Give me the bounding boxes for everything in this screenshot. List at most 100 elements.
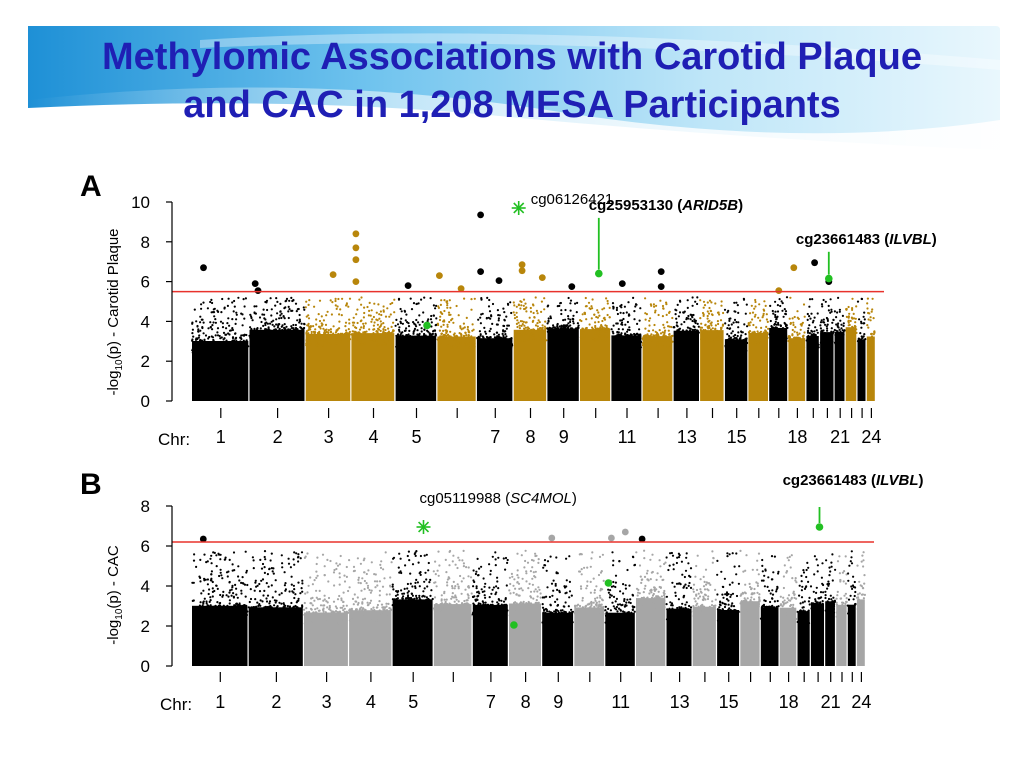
- snp-point: [359, 619, 363, 622]
- snp-point: [860, 335, 863, 338]
- snp-point: [739, 602, 742, 605]
- snp-point: [380, 313, 383, 317]
- snp-point: [510, 612, 513, 616]
- snp-point: [276, 300, 279, 303]
- snp-point: [591, 551, 594, 554]
- snp-point: [295, 611, 298, 615]
- snp-point: [637, 591, 640, 594]
- snp-point: [224, 558, 227, 561]
- snp-point: [370, 608, 373, 611]
- snp-point: [594, 321, 597, 324]
- snp-point: [789, 321, 793, 325]
- snp-point: [580, 611, 583, 615]
- snp-point: [693, 325, 696, 329]
- snp-point: [797, 611, 800, 615]
- snp-point: [541, 324, 544, 327]
- snp-point: [256, 601, 259, 604]
- snp-point: [801, 321, 805, 324]
- snp-point: [611, 601, 614, 604]
- snp-point: [671, 608, 674, 611]
- snp-point: [630, 617, 633, 620]
- snp-point: [814, 612, 817, 615]
- snp-point: [779, 595, 782, 598]
- snp-point: [577, 324, 580, 327]
- snp-point: [327, 620, 330, 623]
- snp-point: [525, 306, 528, 309]
- snp-point: [400, 317, 403, 320]
- snp-point: [783, 602, 786, 605]
- snp-point: [866, 307, 869, 310]
- snp-point: [683, 320, 686, 324]
- snp-point: [723, 308, 727, 311]
- snp-point: [221, 326, 225, 329]
- snp-point: [321, 323, 324, 326]
- snp-point: [371, 618, 374, 621]
- y-tick-label: 0: [141, 392, 150, 411]
- snp-point: [665, 595, 669, 598]
- snp-point: [678, 608, 681, 612]
- snp-point: [658, 559, 661, 562]
- snp-point: [626, 330, 629, 333]
- snp-point: [852, 605, 855, 608]
- snp-point: [735, 616, 738, 620]
- snp-point: [769, 319, 772, 323]
- snp-point: [659, 565, 662, 568]
- snp-point: [501, 332, 504, 335]
- snp-point: [434, 338, 437, 341]
- snp-point: [735, 610, 738, 613]
- snp-point: [310, 332, 313, 336]
- snp-point: [294, 328, 297, 331]
- snp-point: [760, 326, 763, 329]
- snp-point: [686, 331, 689, 334]
- snp-point: [220, 574, 223, 577]
- snp-point: [423, 580, 426, 583]
- snp-point: [497, 587, 500, 590]
- snp-point: [312, 333, 315, 336]
- snp-point: [438, 564, 441, 567]
- snp-point: [302, 306, 305, 309]
- snp-point: [268, 602, 271, 605]
- snp-point: [734, 333, 737, 337]
- snp-point: [733, 318, 737, 321]
- snp-point: [681, 602, 684, 605]
- snp-point: [702, 575, 705, 579]
- snp-point: [743, 597, 746, 600]
- snp-point: [508, 341, 511, 344]
- snp-point: [536, 610, 539, 614]
- snp-point: [341, 612, 344, 616]
- snp-point: [484, 582, 487, 585]
- snp-point: [329, 342, 332, 345]
- snp-point: [267, 326, 270, 329]
- snp-point: [240, 581, 243, 585]
- snp-point: [331, 614, 334, 617]
- chromosome-1-band: [192, 605, 248, 666]
- snp-point: [258, 590, 262, 593]
- snp-point: [219, 553, 222, 556]
- snp-point: [192, 335, 195, 338]
- snp-point: [517, 321, 520, 324]
- snp-point: [532, 559, 535, 562]
- snp-point: [662, 307, 665, 310]
- snp-point: [627, 623, 630, 626]
- snp-point: [674, 335, 677, 338]
- snp-point: [597, 331, 600, 334]
- snp-point: [850, 316, 854, 319]
- snp-point: [364, 322, 367, 325]
- top-hit-point: [618, 280, 626, 287]
- snp-point: [368, 613, 371, 616]
- snp-point: [580, 319, 583, 323]
- snp-point: [476, 595, 479, 598]
- snp-point: [518, 594, 521, 597]
- snp-point: [418, 323, 421, 326]
- snp-point: [328, 616, 331, 619]
- snp-point: [548, 595, 552, 599]
- snp-point: [585, 587, 588, 590]
- snp-point: [614, 620, 617, 623]
- snp-point: [835, 601, 838, 604]
- snp-point: [216, 601, 219, 604]
- snp-point: [709, 322, 712, 325]
- snp-point: [487, 316, 490, 319]
- snp-point: [722, 596, 725, 599]
- snp-point: [210, 573, 213, 576]
- snp-point: [740, 334, 743, 337]
